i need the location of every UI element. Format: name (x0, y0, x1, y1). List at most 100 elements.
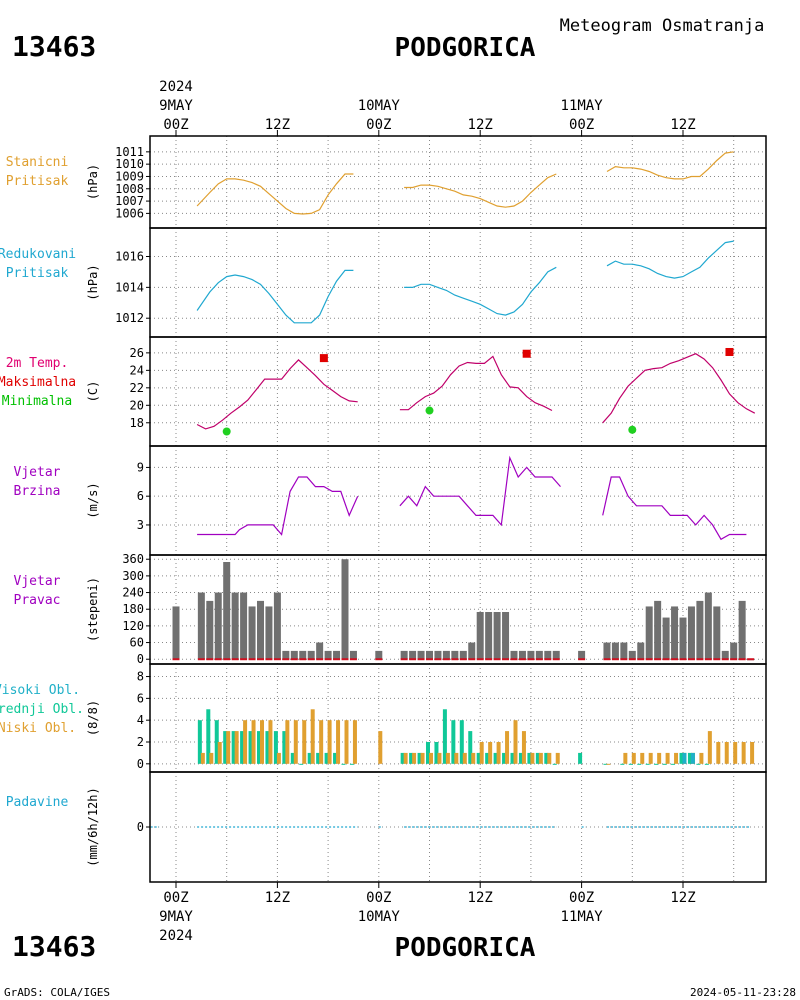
bar-base (409, 658, 417, 661)
bar-base (518, 658, 526, 661)
panel-frame (149, 445, 767, 556)
bar-base (214, 658, 222, 661)
bar (699, 752, 704, 764)
panel-label: Brzina (14, 484, 61, 499)
bar-base (620, 658, 628, 661)
station-name: PODGORICA (395, 33, 536, 63)
bar (648, 752, 653, 764)
time-label-top: 12Z (670, 117, 695, 133)
y-tick-label: 1014 (115, 280, 144, 294)
bar-base (400, 658, 408, 661)
bar (505, 731, 510, 764)
y-tick-label: 60 (130, 636, 144, 650)
bar (434, 650, 442, 660)
bar-base (316, 658, 324, 661)
y-tick-label: 180 (122, 602, 144, 616)
bar (426, 650, 433, 660)
bar (535, 650, 543, 660)
bar (459, 720, 464, 764)
panel-label: Visoki Obl. (0, 683, 80, 698)
bar-base (206, 658, 214, 661)
bar (341, 559, 349, 660)
station-id-bottom: 13463 (12, 930, 96, 963)
bar (682, 752, 687, 764)
bar (299, 763, 304, 765)
bar-base (324, 658, 332, 661)
bar (434, 742, 439, 764)
y-tick-label: 300 (122, 569, 144, 583)
bar-base (535, 658, 543, 661)
bar-base (434, 658, 442, 661)
bar (240, 592, 248, 660)
bar-base (713, 658, 721, 661)
y-tick-label: 1010 (115, 157, 144, 171)
panel-label: Srednji Obl. (0, 702, 84, 717)
bar (690, 752, 695, 764)
time-label-top: 11MAY (561, 98, 604, 114)
bar-base (223, 658, 231, 661)
bar-base (459, 658, 467, 661)
bar (420, 752, 425, 764)
y-tick-label: 6 (137, 691, 144, 705)
bar (223, 562, 231, 660)
panel-label: Pravac (14, 593, 61, 608)
bar (265, 606, 273, 660)
bar (687, 752, 692, 764)
y-tick-label: 8 (137, 670, 144, 684)
footer-timestamp: 2024-05-11-23:28 (690, 986, 796, 999)
y-tick-label: 1012 (115, 311, 144, 325)
panel-label: Redukovani (0, 247, 76, 262)
bar-base (248, 658, 256, 661)
bar (657, 752, 662, 764)
y-tick-label: 360 (122, 552, 144, 566)
bar (606, 763, 611, 765)
bar (451, 650, 459, 660)
bar (578, 752, 583, 764)
series-line (602, 353, 756, 424)
time-label-bottom: 12Z (670, 890, 695, 906)
bar (603, 642, 611, 660)
bar (206, 709, 211, 764)
bar-base (687, 658, 695, 661)
bar (493, 752, 498, 764)
bar (265, 731, 270, 764)
bar (488, 742, 493, 764)
bar-base (442, 658, 450, 661)
bar (316, 642, 324, 660)
y-tick-label: 4 (137, 713, 144, 727)
time-label-bottom: 2024 (159, 928, 193, 944)
bar (217, 742, 222, 764)
time-label-bottom: 00Z (366, 890, 391, 906)
bar-base (476, 658, 484, 661)
bar-base (493, 658, 501, 661)
time-label-bottom: 12Z (468, 890, 493, 906)
bar (417, 752, 422, 764)
bar (679, 617, 687, 660)
bar (226, 731, 231, 764)
bar (645, 763, 650, 765)
panel-label: Stanicni (6, 155, 69, 170)
bar (730, 642, 738, 660)
time-label-bottom: 11MAY (561, 909, 604, 925)
bar (716, 742, 721, 764)
bar (671, 763, 676, 765)
bar (349, 763, 354, 765)
bar-base (299, 658, 307, 661)
bar (662, 617, 670, 660)
bar (640, 752, 645, 764)
bar (654, 600, 662, 660)
bar (251, 720, 256, 764)
bar-base (307, 658, 315, 661)
bar-base (265, 658, 273, 661)
panel-frame (149, 227, 767, 338)
bar (409, 752, 414, 764)
unit-label: (stepeni) (86, 577, 100, 642)
bar (603, 763, 608, 765)
series-line (196, 269, 354, 324)
bar (631, 752, 636, 764)
bar (412, 752, 417, 764)
bar-base (502, 658, 510, 661)
bar-base (679, 658, 687, 661)
unit-label: (hPa) (86, 264, 100, 300)
